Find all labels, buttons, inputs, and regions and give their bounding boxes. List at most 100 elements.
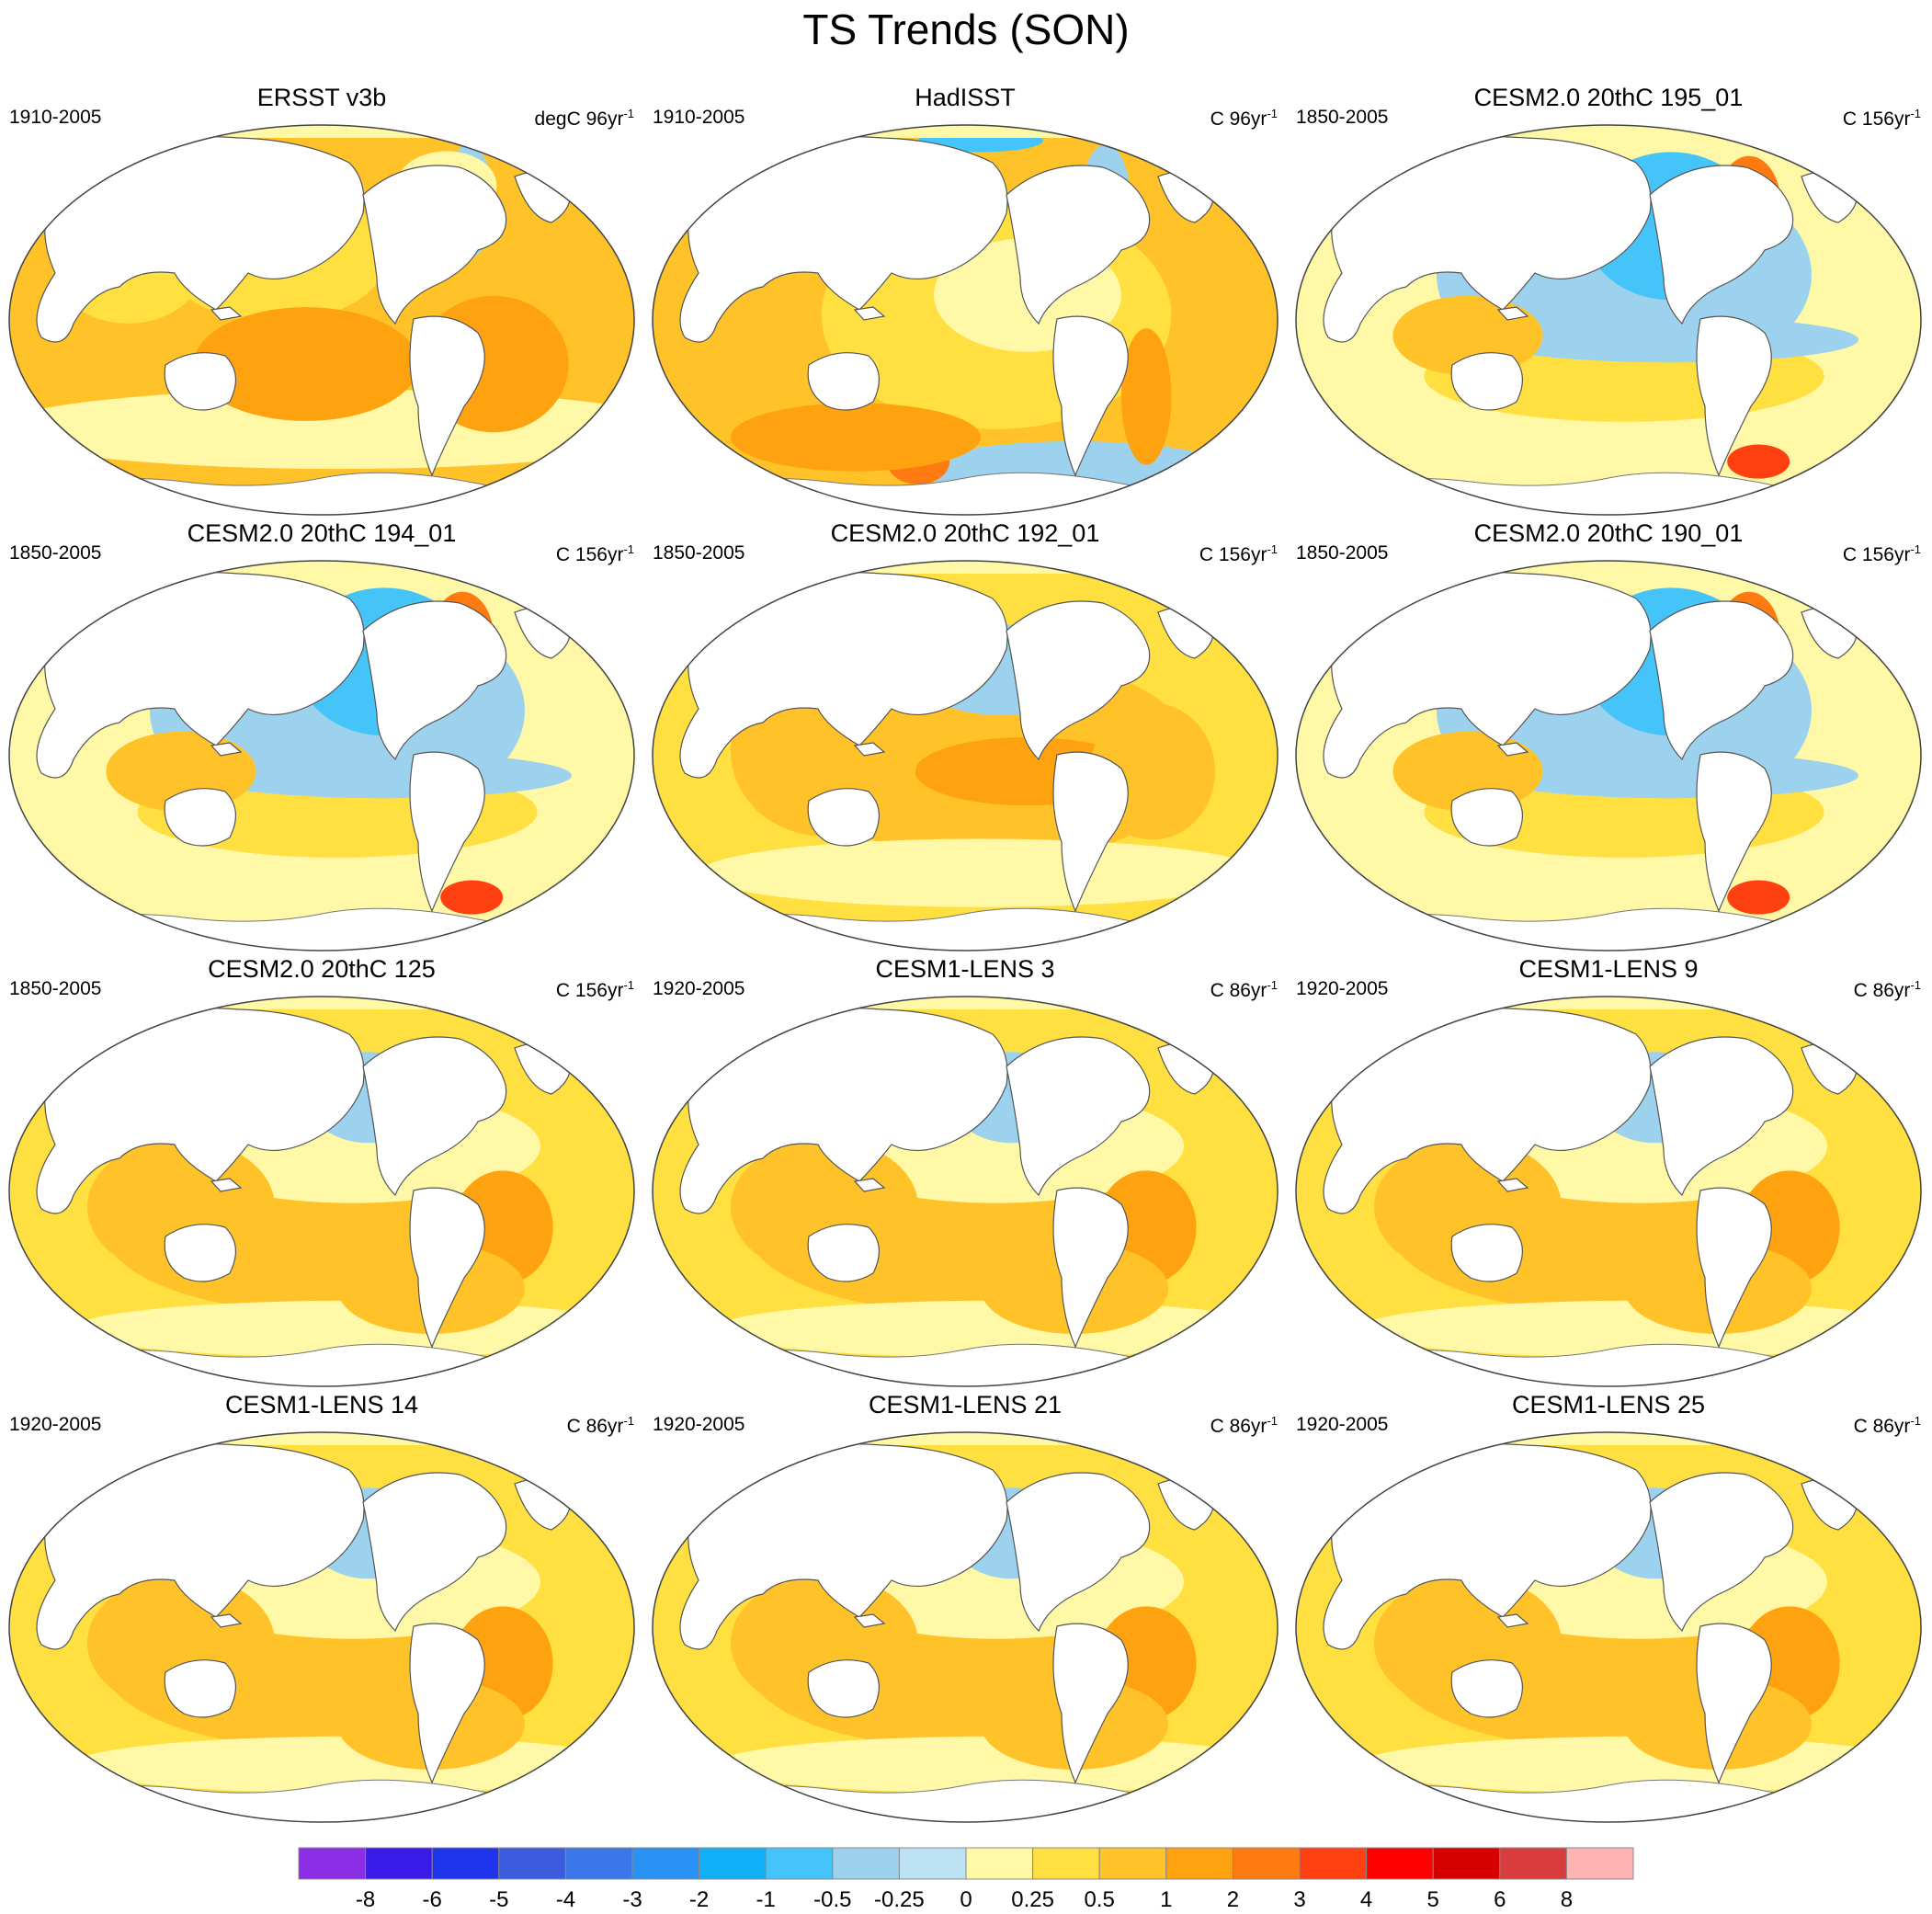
panel-units: C 156yr-1	[555, 978, 634, 1001]
landmass	[853, 1613, 886, 1628]
trend-map	[1295, 560, 1922, 951]
colorbar-tick-label: 3	[1293, 1887, 1306, 1912]
map-panel: CESM2.0 20thC 190_01 1850-2005 C 156yr-1	[1287, 518, 1930, 954]
colorbar-cell	[1499, 1847, 1567, 1880]
trend-map	[8, 996, 635, 1387]
map-panel: CESM1-LENS 9 1920-2005 C 86yr-1	[1287, 954, 1930, 1390]
panel-period: 1920-2005	[653, 978, 745, 999]
colorbar-tick-label: 6	[1494, 1887, 1506, 1912]
trend-map	[1295, 996, 1922, 1387]
colorbar-cell	[365, 1847, 433, 1880]
trend-anomaly	[1727, 880, 1790, 915]
colorbar-cell	[1565, 1847, 1634, 1880]
panel-title: CESM1-LENS 25	[1511, 1391, 1706, 1418]
landmass	[1052, 751, 1129, 913]
landmass	[210, 1613, 243, 1628]
colorbar-tick-label: -0.5	[813, 1887, 852, 1912]
panel-title: CESM2.0 20thC 194_01	[187, 519, 457, 547]
trend-anomaly	[699, 838, 1262, 907]
panel-period: 1910-2005	[653, 107, 745, 128]
landmass	[807, 1224, 880, 1282]
trend-anomaly	[731, 403, 981, 472]
colorbar-tick-label: 1	[1160, 1887, 1173, 1912]
landmass	[362, 600, 507, 761]
panel-units: C 86yr-1	[566, 1414, 634, 1437]
colorbar-tick-label: 2	[1226, 1887, 1240, 1912]
colorbar-cell	[1032, 1847, 1100, 1880]
trend-anomaly	[1121, 328, 1172, 465]
panel-units: C 96yr-1	[1210, 107, 1278, 130]
panel-units: C 86yr-1	[1853, 978, 1921, 1001]
colorbar-cell	[898, 1847, 967, 1880]
panel-period: 1910-2005	[9, 107, 102, 128]
landmass	[164, 1659, 236, 1718]
landmass	[807, 1659, 880, 1718]
panel-period: 1920-2005	[1296, 1414, 1389, 1435]
map-panel: CESM1-LENS 21 1920-2005 C 86yr-1	[643, 1390, 1287, 1826]
trend-map	[1295, 1431, 1922, 1823]
colorbar-cell	[699, 1847, 767, 1880]
colorbar-tick-label: 4	[1359, 1887, 1373, 1912]
map-panel: CESM2.0 20thC 125 1850-2005 C 156yr-1	[0, 954, 643, 1390]
map-panel: CESM2.0 20thC 194_01 1850-2005 C 156yr-1	[0, 518, 643, 954]
landmass	[1496, 1613, 1529, 1628]
figure-title: TS Trends (SON)	[802, 6, 1130, 53]
panel-period: 1850-2005	[9, 978, 102, 999]
colorbar-cell	[965, 1847, 1034, 1880]
colorbar-tick-label: 5	[1426, 1887, 1439, 1912]
landmass	[409, 751, 485, 913]
colorbar-tick-label: -5	[489, 1887, 509, 1912]
trend-map	[1295, 124, 1922, 516]
landmass	[210, 1178, 243, 1192]
landmass	[1006, 1472, 1151, 1633]
landmass	[1496, 1178, 1529, 1192]
colorbar-tick-label: 0.25	[1011, 1887, 1054, 1912]
colorbar-cell	[631, 1847, 700, 1880]
panel-period: 1850-2005	[1296, 542, 1389, 564]
colorbar-cell	[431, 1847, 500, 1880]
trend-map	[652, 124, 1279, 516]
panel-title: CESM2.0 20thC 195_01	[1473, 84, 1744, 111]
colorbar-tick-label: 0	[960, 1887, 972, 1912]
panel-units: degC 96yr-1	[534, 107, 634, 130]
panel-units: C 156yr-1	[1842, 542, 1921, 565]
panel-period: 1920-2005	[1296, 978, 1389, 999]
panel-units: C 86yr-1	[1210, 1414, 1278, 1437]
colorbar-cell	[1098, 1847, 1167, 1880]
landmass	[362, 1472, 507, 1633]
landmass	[1649, 1036, 1794, 1197]
landmass	[853, 742, 886, 757]
colorbar-tick-label: -3	[622, 1887, 642, 1912]
landmass	[1450, 1659, 1523, 1718]
landmass	[1052, 315, 1129, 477]
colorbar-tick-label: 0.5	[1084, 1887, 1115, 1912]
landmass	[1006, 165, 1151, 325]
landmass	[1696, 1187, 1772, 1349]
map-panel: HadISST 1910-2005 C 96yr-1	[643, 83, 1287, 518]
landmass	[1006, 1036, 1151, 1197]
panel-period: 1920-2005	[653, 1414, 745, 1435]
landmass	[1696, 1623, 1772, 1784]
landmass	[164, 788, 236, 847]
landmass	[1052, 1623, 1129, 1784]
colorbar-cell	[298, 1847, 367, 1880]
panel-period: 1920-2005	[9, 1414, 102, 1435]
panel-title: CESM1-LENS 14	[224, 1391, 419, 1418]
panel-units: C 86yr-1	[1853, 1414, 1921, 1437]
trend-anomaly	[193, 307, 419, 421]
landmass	[807, 788, 880, 847]
landmass	[362, 165, 507, 325]
trend-anomaly	[1727, 444, 1790, 479]
landmass	[807, 352, 880, 411]
map-panel: CESM1-LENS 14 1920-2005 C 86yr-1	[0, 1390, 643, 1826]
panel-units: C 156yr-1	[555, 542, 634, 565]
landmass	[1496, 742, 1529, 757]
landmass	[1052, 1187, 1129, 1349]
trend-map	[652, 560, 1279, 951]
colorbar-cell	[832, 1847, 900, 1880]
panel-period: 1850-2005	[1296, 107, 1389, 128]
panel-title: CESM1-LENS 3	[875, 955, 1055, 983]
panel-title: CESM2.0 20thC 190_01	[1473, 519, 1744, 547]
landmass	[210, 306, 243, 321]
panel-period: 1850-2005	[9, 542, 102, 564]
